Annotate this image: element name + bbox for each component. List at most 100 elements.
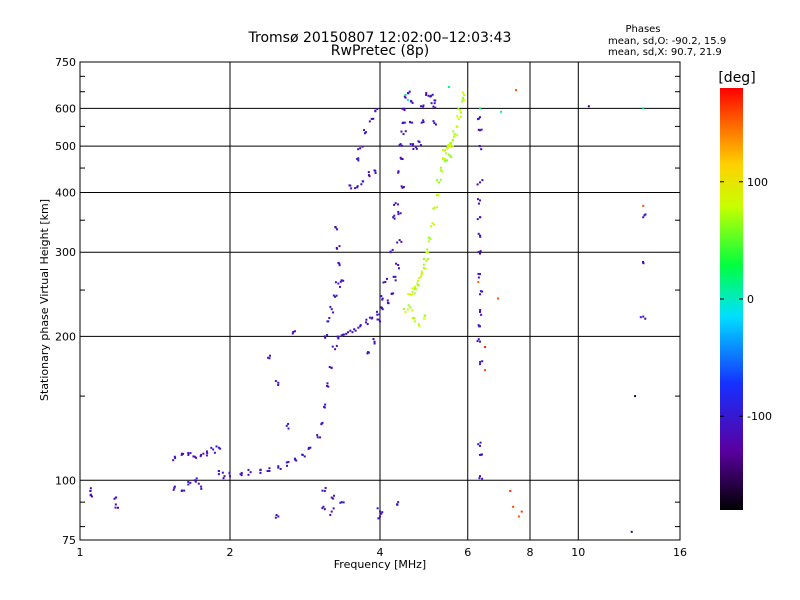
data-point bbox=[329, 305, 332, 308]
data-point bbox=[385, 277, 388, 280]
data-point bbox=[429, 237, 432, 240]
y-tick-label: 400 bbox=[55, 186, 76, 199]
data-point bbox=[351, 331, 354, 334]
data-point bbox=[411, 309, 414, 312]
data-point bbox=[401, 158, 404, 161]
data-point bbox=[477, 324, 480, 327]
data-point bbox=[228, 471, 231, 474]
data-point bbox=[387, 302, 390, 305]
data-point bbox=[334, 295, 337, 298]
data-point bbox=[338, 245, 341, 248]
data-point bbox=[319, 436, 322, 439]
data-point bbox=[462, 91, 465, 94]
data-point bbox=[479, 107, 482, 110]
data-point bbox=[320, 422, 323, 425]
data-point bbox=[402, 307, 405, 310]
data-point bbox=[393, 214, 396, 217]
data-point bbox=[432, 105, 435, 108]
colorbar-tick-label: -100 bbox=[747, 410, 772, 423]
data-point bbox=[413, 320, 416, 323]
data-point bbox=[268, 470, 271, 473]
data-point bbox=[279, 467, 282, 470]
data-point bbox=[328, 316, 331, 319]
data-point bbox=[484, 369, 487, 372]
legend-line-x: mean, sd,X: 90.7, 21.9 bbox=[608, 47, 722, 58]
data-point bbox=[479, 475, 482, 478]
data-point bbox=[376, 318, 379, 321]
data-point bbox=[400, 130, 403, 133]
data-point bbox=[477, 276, 480, 279]
data-point bbox=[630, 530, 633, 533]
data-point bbox=[413, 316, 416, 319]
data-point bbox=[397, 264, 400, 267]
data-point bbox=[434, 106, 437, 109]
data-point bbox=[210, 446, 213, 449]
x-tick-label: 4 bbox=[377, 546, 384, 559]
data-point bbox=[404, 93, 407, 96]
data-point bbox=[477, 443, 480, 446]
data-point bbox=[187, 483, 190, 486]
data-point bbox=[479, 444, 482, 447]
data-point bbox=[392, 275, 395, 278]
y-tick-label: 750 bbox=[55, 56, 76, 69]
data-point bbox=[451, 145, 454, 148]
data-point bbox=[353, 328, 356, 331]
data-point bbox=[433, 102, 436, 105]
data-point bbox=[430, 94, 433, 97]
data-point bbox=[642, 107, 645, 110]
data-point bbox=[333, 494, 336, 497]
data-point bbox=[479, 234, 482, 237]
data-point bbox=[335, 246, 338, 249]
data-point bbox=[434, 123, 437, 126]
data-point bbox=[287, 422, 290, 425]
data-point bbox=[422, 263, 425, 266]
data-point bbox=[481, 290, 484, 293]
data-point bbox=[479, 290, 482, 293]
data-point bbox=[480, 313, 483, 316]
data-point bbox=[441, 149, 444, 152]
data-point bbox=[359, 147, 362, 150]
data-point bbox=[323, 508, 326, 511]
data-point bbox=[340, 501, 343, 504]
data-point bbox=[400, 185, 403, 188]
data-point bbox=[425, 92, 428, 95]
data-point bbox=[520, 510, 523, 513]
data-point bbox=[287, 460, 290, 463]
x-tick-label: 6 bbox=[464, 546, 471, 559]
data-point bbox=[326, 384, 329, 387]
data-point bbox=[379, 515, 381, 518]
data-point bbox=[430, 225, 433, 228]
data-point bbox=[114, 503, 117, 506]
data-point bbox=[368, 120, 371, 123]
data-point bbox=[287, 427, 290, 430]
data-point bbox=[206, 452, 209, 455]
data-point bbox=[247, 468, 250, 471]
data-point bbox=[180, 452, 183, 455]
data-point bbox=[403, 109, 406, 112]
data-point bbox=[336, 228, 339, 231]
data-point bbox=[496, 297, 499, 300]
data-point bbox=[418, 323, 421, 326]
data-point bbox=[285, 461, 288, 464]
data-point bbox=[173, 485, 176, 488]
data-point bbox=[328, 366, 331, 369]
data-point bbox=[89, 489, 92, 492]
data-point bbox=[366, 352, 369, 355]
data-point bbox=[396, 203, 399, 206]
data-point bbox=[430, 102, 433, 105]
data-point bbox=[481, 477, 484, 480]
data-point bbox=[357, 157, 360, 160]
data-point bbox=[409, 143, 412, 146]
data-point bbox=[346, 331, 349, 334]
data-point bbox=[195, 456, 198, 459]
data-point bbox=[634, 395, 637, 398]
data-point bbox=[479, 360, 482, 363]
data-point bbox=[193, 479, 196, 482]
data-point bbox=[397, 501, 400, 504]
data-point bbox=[268, 467, 271, 470]
data-point bbox=[376, 507, 379, 510]
data-point bbox=[437, 181, 440, 184]
data-point bbox=[450, 156, 453, 159]
data-point bbox=[433, 206, 436, 209]
data-point bbox=[642, 260, 645, 263]
